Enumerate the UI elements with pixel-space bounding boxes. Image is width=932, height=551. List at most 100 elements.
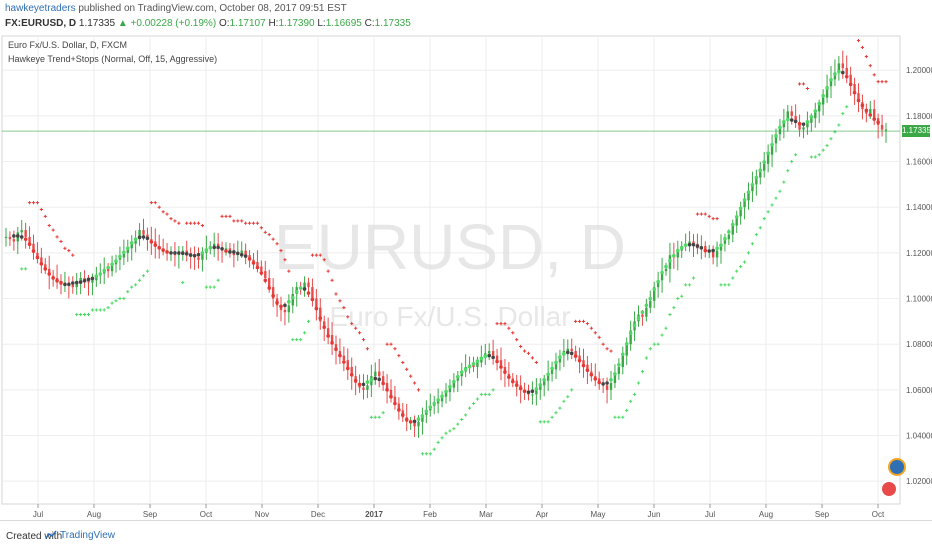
trend-dot	[711, 248, 715, 253]
candle-body	[271, 287, 275, 299]
trend-dot	[679, 246, 684, 250]
candle-body	[664, 268, 668, 272]
candle-body	[719, 243, 723, 251]
trend-dot	[169, 251, 173, 255]
trend-dot	[569, 351, 574, 356]
trend-dot	[267, 286, 272, 290]
candle-body	[833, 72, 837, 80]
trend-dot	[452, 379, 456, 384]
candle-body	[452, 380, 456, 388]
trend-dot	[789, 118, 794, 122]
trend-dot	[577, 358, 582, 363]
candle-body	[213, 243, 216, 247]
candle-body	[770, 143, 774, 155]
candle-body	[342, 355, 346, 361]
tradingview-brand[interactable]: TradingView	[60, 530, 116, 541]
trend-dot	[656, 279, 660, 284]
candle-body	[759, 170, 762, 178]
trend-dot	[534, 387, 539, 391]
candle-body	[256, 262, 259, 267]
footer: Created with TradingView	[0, 520, 932, 551]
trend-dot	[149, 240, 154, 244]
trend-dot	[448, 384, 452, 389]
trend-dot	[475, 359, 480, 363]
y-tick-label: 1.20000	[906, 66, 932, 75]
y-tick-label: 1.16000	[906, 158, 932, 167]
trend-dot	[793, 119, 798, 124]
x-tick-label: Oct	[200, 510, 213, 519]
trend-dot	[691, 242, 696, 247]
candle-body	[609, 383, 613, 390]
trend-dot	[59, 280, 63, 285]
trend-dot	[856, 98, 861, 103]
trend-dot	[707, 249, 712, 253]
trend-dot	[554, 360, 558, 365]
trend-dot	[837, 69, 841, 74]
candle-body	[751, 184, 754, 192]
trend-dot	[742, 198, 747, 202]
trend-dot	[216, 245, 220, 250]
ohlc-line: FX:EURUSD, D 1.17335 ▲ +0.00228 (+0.19%)…	[5, 18, 411, 29]
event-badge-icon[interactable]	[888, 458, 906, 476]
x-tick-label: Jun	[648, 510, 661, 519]
trend-dot	[782, 120, 786, 124]
candle-body	[185, 250, 188, 253]
chart-area[interactable]: 1.20000 1.18000 1.16000 1.14000 1.12000 1.100…	[0, 34, 932, 520]
trend-dot	[809, 115, 814, 119]
trend-dot	[408, 420, 413, 424]
trend-dot	[723, 236, 727, 241]
trend-dot	[338, 353, 342, 358]
trend-dot	[675, 248, 680, 253]
trend-dot	[137, 235, 142, 240]
trend-dot	[632, 323, 637, 328]
candle-body	[515, 380, 518, 386]
candle-body	[656, 280, 660, 288]
candle-body	[338, 351, 342, 356]
candle-body	[782, 120, 786, 128]
indicator-legend: Hawkeye Trend+Stops (Normal, Off, 15, Ag…	[8, 54, 218, 64]
high-value: 1.17390	[278, 18, 315, 29]
trend-dot	[342, 360, 346, 364]
candle-body	[755, 177, 758, 185]
trend-dot	[436, 398, 440, 402]
trend-dot	[601, 382, 605, 386]
published-text: published on TradingView.com, October 08…	[78, 3, 347, 14]
candle-body	[240, 250, 243, 253]
trend-dot	[200, 251, 205, 255]
candle-body	[727, 234, 731, 240]
flag-badge-icon[interactable]	[880, 480, 898, 498]
trend-dot	[70, 281, 75, 285]
trend-dot	[581, 363, 586, 368]
trend-dot	[848, 82, 853, 87]
candle-body	[440, 396, 444, 402]
trend-dot	[467, 364, 472, 369]
candle-body	[326, 328, 330, 336]
candle-body	[849, 74, 852, 84]
trend-dot	[813, 109, 818, 113]
trend-dot	[719, 243, 723, 247]
candle-body	[315, 298, 318, 308]
trend-dot	[177, 251, 181, 255]
trend-dot	[868, 113, 873, 117]
trend-dot	[424, 409, 429, 414]
trend-dot	[235, 251, 240, 256]
candle-body	[201, 252, 204, 260]
trend-dot	[389, 394, 393, 399]
candle-body	[44, 264, 47, 269]
y-tick-label: 1.12000	[906, 249, 932, 258]
price-chart[interactable]: 1.20000 1.18000 1.16000 1.14000 1.12000 1.100…	[0, 34, 932, 520]
candle-body	[87, 280, 90, 283]
trend-dot	[404, 417, 409, 422]
candle-body	[586, 364, 589, 372]
candle-body	[311, 287, 314, 299]
candle-body	[676, 250, 679, 258]
author-link[interactable]: hawkeyetraders	[5, 3, 76, 14]
low-value: 1.16695	[325, 18, 362, 29]
candle-body	[244, 250, 247, 256]
trend-dot	[829, 78, 833, 82]
candle-body	[95, 275, 98, 281]
trend-dot	[585, 368, 590, 373]
trend-dot	[314, 306, 319, 311]
candle-body	[456, 376, 459, 381]
low-label: L:	[317, 18, 326, 29]
